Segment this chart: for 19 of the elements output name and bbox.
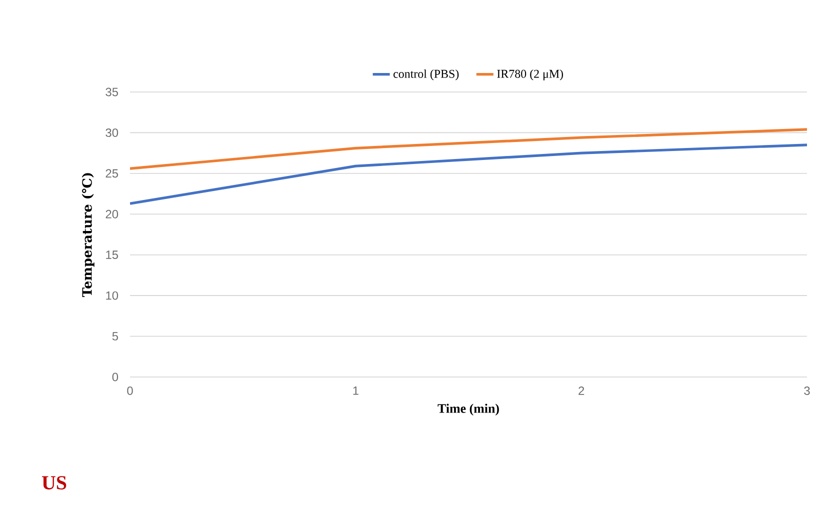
- x-tick-label: 3: [804, 386, 810, 395]
- legend-label: IR780 (2 μM): [497, 69, 564, 80]
- x-tick-label: 1: [353, 386, 358, 395]
- y-tick-label: 5: [112, 332, 118, 340]
- y-tick-label: 30: [106, 128, 118, 137]
- x-tick-label: 2: [578, 386, 584, 395]
- y-tick-label: 10: [106, 291, 118, 300]
- text: US: [42, 476, 66, 490]
- line-series: [130, 128, 808, 170]
- y-tick-label: 0: [112, 372, 118, 382]
- y-tick-label: 35: [106, 88, 118, 96]
- y-tick-label: 15: [106, 250, 118, 260]
- y-axis-title: Temperature (℃): [82, 173, 94, 298]
- y-tick-label: 20: [106, 210, 118, 218]
- x-axis-title: Time (min): [438, 404, 499, 416]
- y-tick-label: 25: [106, 169, 118, 178]
- line-series: [130, 144, 808, 205]
- legend-label: control (PBS): [394, 69, 459, 80]
- x-tick-label: 0: [127, 386, 133, 395]
